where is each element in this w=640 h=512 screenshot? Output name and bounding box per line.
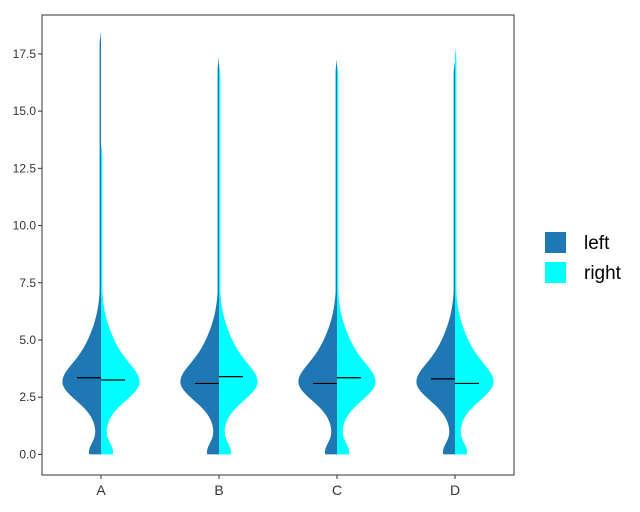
- violin-left-a: [62, 33, 101, 455]
- plot-panel-border: [41, 14, 515, 476]
- x-axis: A B C D: [96, 475, 460, 498]
- violin-right-c: [337, 65, 376, 455]
- legend-label-right: right: [584, 263, 622, 284]
- violin-right-b: [219, 65, 258, 455]
- y-tick-label: 17.5: [13, 47, 37, 61]
- y-tick-label: 10.0: [13, 219, 37, 233]
- x-tick-label: B: [214, 482, 223, 498]
- x-tick-label: C: [332, 482, 342, 498]
- y-tick-label: 2.5: [19, 390, 36, 404]
- violin-left-d: [416, 63, 455, 455]
- violin-left-b: [180, 58, 219, 455]
- legend: left right: [545, 232, 622, 284]
- legend-label-left: left: [584, 233, 610, 254]
- violin-left-c: [298, 60, 337, 455]
- median-lines-layer: [77, 375, 479, 385]
- legend-swatch-left: [545, 232, 566, 253]
- y-axis: 0.0 2.5 5.0 7.5 10.0 12.5 15.0 17.5: [13, 47, 42, 461]
- y-tick-label: 7.5: [19, 276, 36, 290]
- y-tick-label: 15.0: [13, 104, 37, 118]
- y-tick-label: 5.0: [19, 333, 36, 347]
- x-tick-label: D: [450, 482, 460, 498]
- y-tick-label: 0.0: [19, 447, 36, 461]
- legend-swatch-right: [545, 262, 566, 283]
- violin-right-d: [455, 49, 494, 455]
- y-tick-label: 12.5: [13, 161, 37, 175]
- x-tick-label: A: [96, 482, 106, 498]
- violins-layer: [62, 33, 494, 455]
- violin-right-a: [101, 145, 140, 455]
